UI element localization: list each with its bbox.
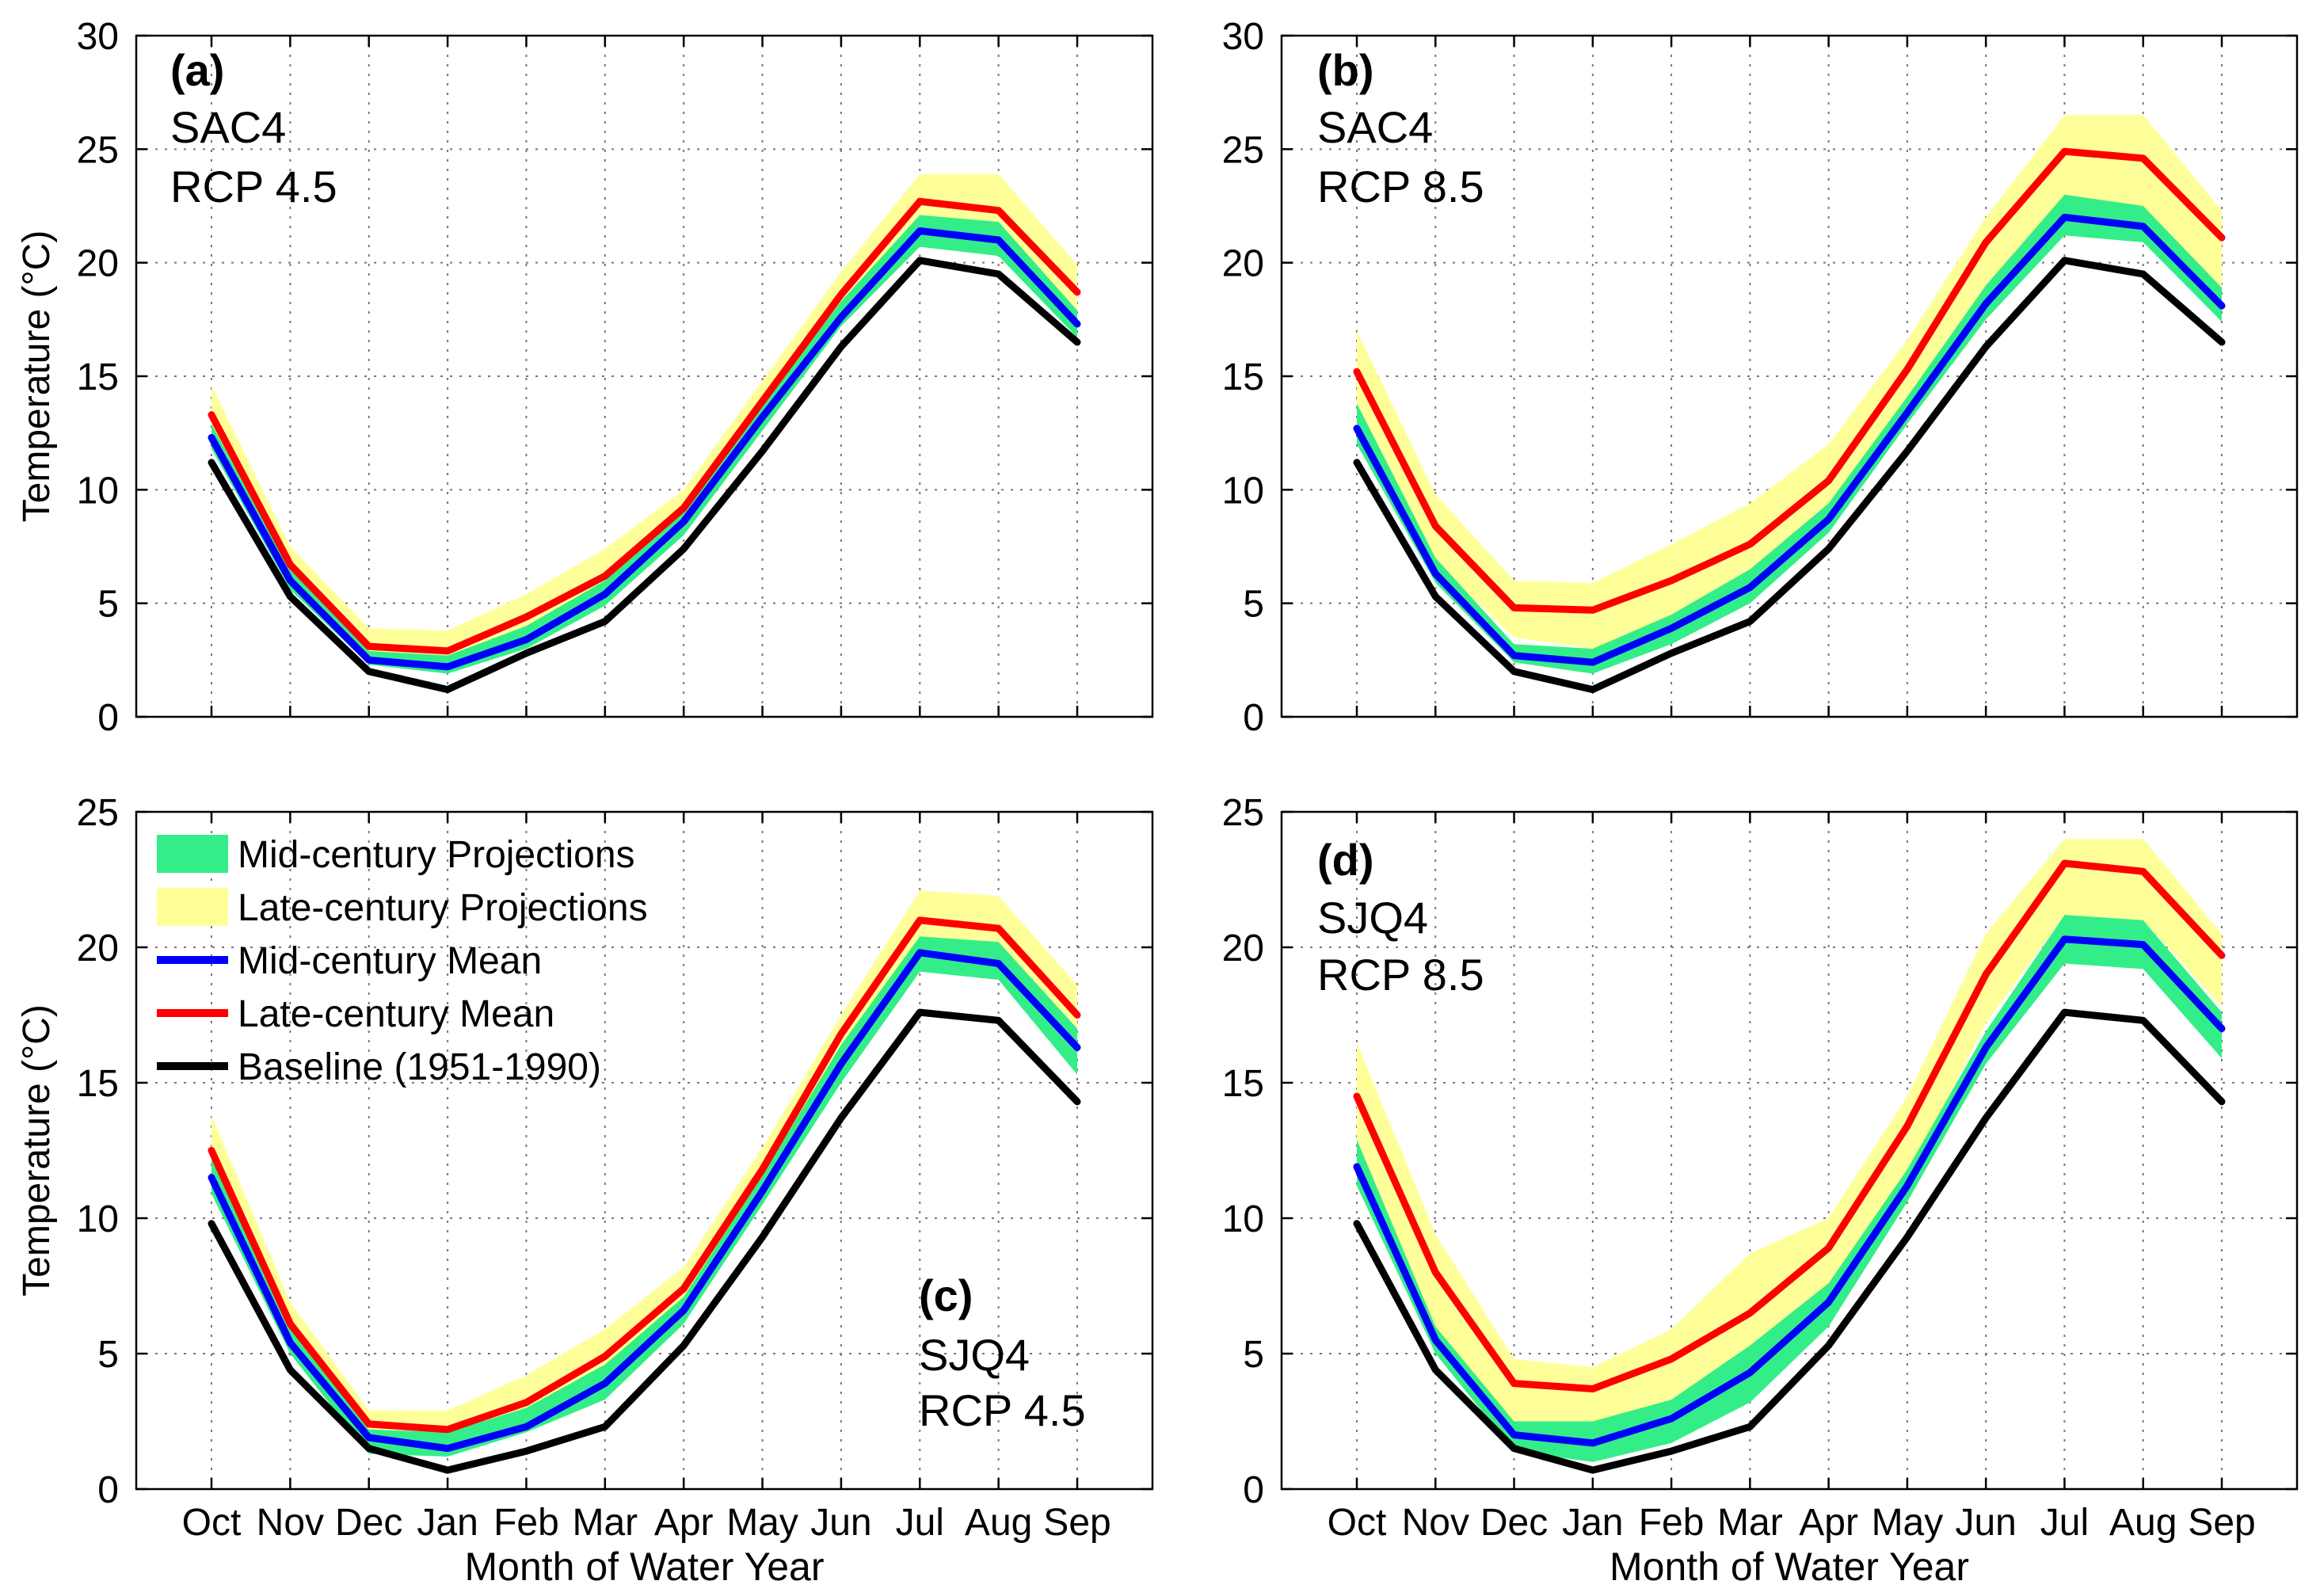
- y-tick-label: 0: [1243, 697, 1264, 739]
- basin-label: SAC4: [170, 102, 286, 152]
- y-tick-label: 5: [97, 1334, 119, 1376]
- x-tick-label: Dec: [335, 1502, 402, 1544]
- x-tick-label: Oct: [182, 1502, 242, 1544]
- legend-swatch: [157, 835, 228, 873]
- y-tick-label: 10: [1222, 470, 1264, 512]
- legend: Mid-century Projections Late-century Proj…: [157, 834, 648, 1088]
- y-tick-label: 30: [1222, 16, 1264, 58]
- panel-label: (c): [919, 1270, 973, 1320]
- panel-a: 0 5 10 15 20 25 30 Temperature (°C) (a) SAC4 RCP 4…: [16, 16, 1154, 739]
- y-tick-label: 0: [97, 697, 119, 739]
- x-tick-label: Apr: [1799, 1502, 1858, 1544]
- y-tick-label: 25: [1222, 792, 1264, 834]
- x-tick-label: May: [1872, 1502, 1944, 1544]
- x-tick-label: Dec: [1480, 1502, 1548, 1544]
- y-tick-label: 25: [1222, 129, 1264, 171]
- scenario-label: RCP 4.5: [170, 162, 337, 211]
- y-tick-label: 15: [1222, 1063, 1264, 1105]
- y-tick-label: 25: [77, 792, 119, 834]
- x-tick-label: Mar: [572, 1502, 638, 1544]
- series-line-mid-century-mean: [1353, 935, 2226, 1447]
- series-line-baseline-1951-1990-: [208, 257, 1081, 694]
- x-tick-label: Apr: [654, 1502, 714, 1544]
- y-tick-label: 20: [1222, 243, 1264, 285]
- y-tick-label: 20: [77, 928, 119, 969]
- series-line-mid-century-mean: [208, 949, 1081, 1453]
- panel-d: 0 5 10 15 20 25 Oct Nov Dec Jan Feb Mar Apr May Jun Jul…: [1222, 792, 2299, 1589]
- series-line-late-century-mean: [208, 197, 1081, 655]
- y-tick-label: 15: [77, 1063, 119, 1105]
- y-tick-label: 20: [77, 243, 119, 285]
- series-line-late-century-mean: [1353, 147, 2226, 614]
- basin-label: SJQ4: [1317, 893, 1428, 943]
- x-tick-label: Oct: [1328, 1502, 1387, 1544]
- scenario-label: RCP 8.5: [1317, 950, 1484, 1000]
- x-tick-label: Aug: [2109, 1502, 2177, 1544]
- legend-label: Late-century Mean: [238, 993, 554, 1035]
- panel-b: 0 5 10 15 20 25 30 (b) SAC4 RCP 8.5: [1222, 16, 2299, 739]
- y-tick-label: 5: [1243, 1334, 1264, 1376]
- x-tick-label: Sep: [2188, 1502, 2255, 1544]
- y-axis-label: Temperature (°C): [16, 1004, 58, 1297]
- x-tick-label: Feb: [493, 1502, 559, 1544]
- axes-frame: [1280, 810, 2299, 1491]
- x-tick-label: Nov: [257, 1502, 324, 1544]
- scenario-label: RCP 4.5: [919, 1385, 1086, 1435]
- band-late-century-projections: [1357, 115, 2222, 649]
- panel-label: (b): [1317, 45, 1374, 95]
- x-axis-label: Month of Water Year: [1610, 1545, 1969, 1589]
- axes-frame: [135, 810, 1154, 1491]
- legend-label: Mid-century Projections: [238, 834, 635, 876]
- panel-label: (a): [170, 45, 224, 95]
- panel-label: (d): [1317, 835, 1374, 885]
- series-line-baseline-1951-1990-: [208, 1008, 1081, 1474]
- basin-label: SAC4: [1317, 102, 1433, 152]
- panel-c: 0 5 10 15 20 25 Oct Nov Dec Jan Feb Mar Apr May Jun Jul…: [16, 792, 1154, 1589]
- y-tick-label: 25: [77, 129, 119, 171]
- legend-label: Mid-century Mean: [238, 940, 542, 982]
- x-tick-label: Jan: [417, 1502, 478, 1544]
- basin-label: SJQ4: [919, 1330, 1030, 1380]
- series-line-baseline-1951-1990-: [1353, 1008, 2226, 1474]
- band-mid-century-projections: [211, 936, 1077, 1457]
- x-tick-label: Nov: [1402, 1502, 1469, 1544]
- band-mid-century-projections: [1357, 915, 2222, 1462]
- y-tick-label: 0: [1243, 1469, 1264, 1511]
- y-tick-label: 10: [77, 470, 119, 512]
- legend-label: Baseline (1951-1990): [238, 1046, 601, 1088]
- x-tick-label: Aug: [965, 1502, 1032, 1544]
- y-tick-label: 0: [97, 1469, 119, 1511]
- series-line-baseline-1951-1990-: [1353, 257, 2226, 694]
- y-tick-label: 15: [77, 356, 119, 398]
- series-line-late-century-mean: [208, 916, 1081, 1434]
- y-tick-label: 10: [77, 1198, 119, 1240]
- x-tick-label: Mar: [1717, 1502, 1783, 1544]
- series-line-mid-century-mean: [208, 227, 1081, 671]
- x-tick-label: Sep: [1043, 1502, 1110, 1544]
- x-tick-label: Jul: [2040, 1502, 2089, 1544]
- x-axis-label: Month of Water Year: [465, 1545, 825, 1589]
- y-tick-label: 5: [97, 584, 119, 626]
- x-tick-label: Jun: [1955, 1502, 2016, 1544]
- x-tick-label: Feb: [1639, 1502, 1705, 1544]
- y-tick-label: 5: [1243, 584, 1264, 626]
- series-line-mid-century-mean: [1353, 213, 2226, 666]
- x-tick-label: Jul: [896, 1502, 944, 1544]
- band-late-century-projections: [1357, 839, 2222, 1435]
- x-tick-label: Jun: [810, 1502, 871, 1544]
- y-tick-label: 10: [1222, 1198, 1264, 1240]
- y-tick-label: 30: [77, 16, 119, 58]
- legend-swatch: [157, 888, 228, 926]
- x-tick-label: Jan: [1562, 1502, 1623, 1544]
- series-line-late-century-mean: [1353, 859, 2226, 1392]
- legend-label: Late-century Projections: [238, 887, 648, 929]
- y-axis-label: Temperature (°C): [16, 230, 58, 523]
- x-tick-label: May: [726, 1502, 798, 1544]
- y-tick-label: 20: [1222, 928, 1264, 969]
- y-tick-label: 15: [1222, 356, 1264, 398]
- scenario-label: RCP 8.5: [1317, 162, 1484, 211]
